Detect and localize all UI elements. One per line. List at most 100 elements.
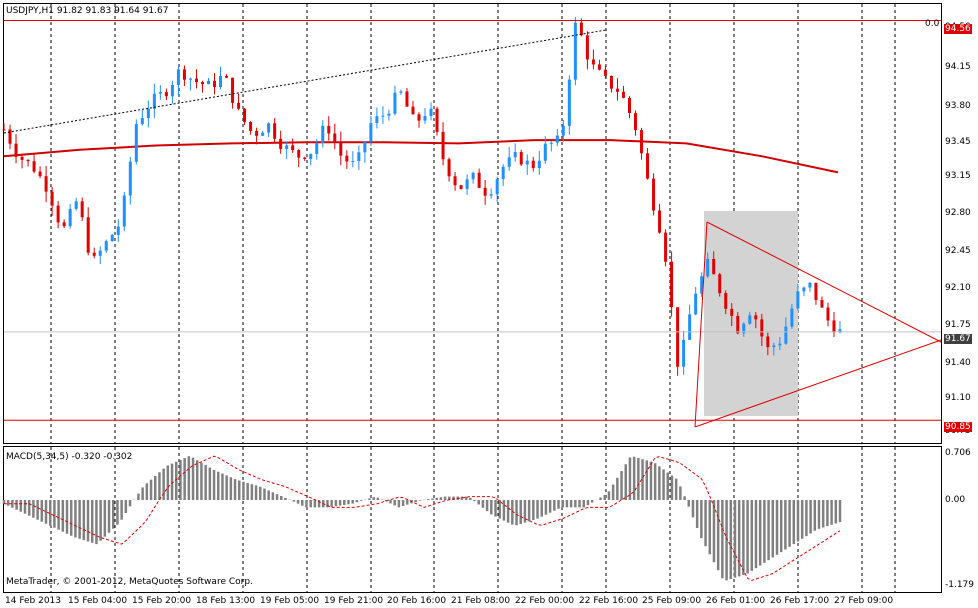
candle-body: [321, 125, 325, 143]
candle-body: [134, 124, 138, 162]
candle-body: [525, 160, 529, 165]
candle-body: [375, 116, 379, 124]
time-tick: 21 Feb 08:00: [451, 596, 511, 606]
price-tick: 93.80: [945, 101, 971, 111]
candle-body: [285, 145, 289, 149]
candle-body: [585, 35, 589, 60]
candle-body: [38, 171, 42, 177]
candle-body: [459, 185, 463, 190]
candle-body: [50, 191, 54, 206]
candle-body: [609, 75, 613, 89]
candle-body: [387, 113, 391, 116]
candle-body: [327, 125, 331, 134]
candle-body: [736, 315, 740, 334]
candle-body: [369, 123, 373, 142]
candle-body: [453, 176, 457, 186]
candle-body: [646, 153, 650, 179]
candle-body: [357, 152, 361, 162]
candle-body: [549, 142, 553, 144]
price-tick: 92.45: [945, 246, 971, 256]
candle-body: [579, 22, 583, 36]
candle-body: [423, 116, 427, 121]
candle-body: [170, 84, 174, 97]
candle-body: [447, 159, 451, 177]
candle-body: [333, 133, 337, 142]
candle-body: [507, 157, 511, 167]
candle-body: [309, 153, 313, 159]
candle-body: [477, 172, 481, 188]
candle-body: [26, 159, 30, 162]
candle-body: [273, 123, 277, 139]
candle-body: [164, 92, 168, 97]
symbol-info: USDJPY,H1 91.82 91.83 91.64 91.67: [6, 6, 169, 16]
time-tick: 22 Feb 00:00: [515, 596, 575, 606]
macd-pane: [3, 446, 942, 593]
candle-body: [519, 152, 523, 165]
candle-body: [417, 114, 421, 121]
candle-body: [381, 115, 385, 117]
candle-body: [315, 142, 319, 154]
candle-body: [712, 258, 716, 275]
candle-body: [820, 299, 824, 308]
candle-body: [772, 345, 776, 348]
candle-body: [597, 64, 601, 70]
candle-body: [706, 258, 710, 277]
consolidation-box: [704, 211, 798, 416]
time-tick: 14 Feb 2013: [5, 596, 62, 606]
triangle-lower: [694, 339, 942, 428]
candle-body: [778, 343, 782, 346]
candle-body: [116, 226, 120, 235]
macd-histogram: [2, 455, 842, 581]
candle-body: [399, 91, 403, 93]
candle-body: [80, 201, 84, 218]
candle-body: [441, 131, 445, 160]
candle-body: [766, 336, 770, 348]
candle-body: [664, 232, 668, 262]
candle-body: [176, 69, 180, 85]
candle-body: [543, 143, 547, 161]
candle-body: [261, 132, 265, 136]
candle-body: [832, 320, 836, 333]
candle-body: [652, 178, 656, 211]
time-tick: 27 Feb 09:00: [834, 596, 894, 606]
candle-body: [351, 161, 355, 163]
candle-body: [200, 82, 204, 85]
time-tick: 26 Feb 17:00: [770, 596, 830, 606]
candle-body: [814, 282, 818, 300]
candle-body: [483, 187, 487, 196]
price-tick: 92.10: [945, 283, 971, 293]
candle-body: [122, 195, 126, 227]
candle-body: [603, 69, 607, 76]
time-tick: 22 Feb 16:00: [579, 596, 639, 606]
candle-body: [279, 138, 283, 149]
candle-body: [393, 92, 397, 114]
candle-body: [531, 160, 535, 169]
candle-body: [128, 161, 132, 196]
candle-body: [14, 143, 18, 157]
candle-body: [32, 161, 36, 172]
time-tick: 20 Feb 16:00: [387, 596, 447, 606]
candle-body: [555, 135, 559, 143]
candle-body: [249, 121, 253, 131]
candle-body: [291, 145, 295, 151]
time-tick: 26 Feb 01:00: [706, 596, 766, 606]
candle-body: [658, 210, 662, 233]
candle-body: [231, 77, 235, 103]
candle-body: [790, 308, 794, 327]
candle-body: [615, 88, 619, 92]
candle-body: [573, 22, 577, 80]
candle-body: [2, 129, 6, 131]
candle-body: [802, 287, 806, 292]
moving-average: [3, 139, 839, 174]
candle-body: [784, 326, 788, 344]
candle-body: [742, 323, 746, 334]
time-tick: 19 Feb 21:00: [324, 596, 384, 606]
candle-body: [44, 176, 48, 192]
candle-body: [297, 150, 301, 158]
trend-lines: [3, 20, 942, 428]
candle-body: [700, 276, 704, 294]
candle-body: [405, 91, 409, 107]
candle-body: [345, 155, 349, 162]
candle-body: [621, 91, 625, 98]
